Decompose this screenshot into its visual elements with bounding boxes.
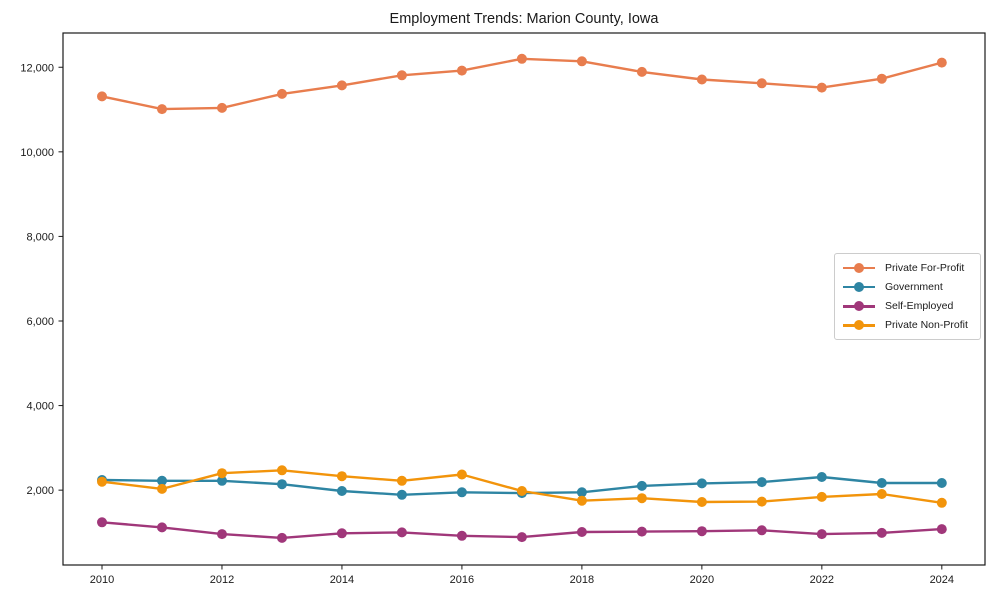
data-point-marker: [816, 491, 827, 502]
data-point-marker: [157, 522, 167, 533]
data-point-marker: [217, 468, 227, 479]
data-point-marker: [217, 475, 227, 486]
legend-entry-private-for-profit: Private For-Profit: [843, 258, 974, 277]
chart-title: Employment Trends: Marion County, Iowa: [389, 11, 659, 27]
data-point-marker: [157, 483, 167, 494]
legend-entry-government: Government: [843, 277, 974, 296]
y-tick-label: 2,000: [26, 485, 54, 497]
x-tick-label: 2020: [690, 574, 714, 586]
x-tick-label: 2012: [210, 574, 234, 586]
legend-marker-icon: [843, 301, 875, 312]
data-point-marker: [576, 56, 587, 67]
data-point-marker: [277, 479, 287, 490]
data-point-marker: [696, 497, 707, 507]
data-point-marker: [396, 489, 407, 500]
data-point-marker: [936, 524, 947, 535]
data-point-marker: [876, 527, 887, 538]
x-tick-label: 2010: [90, 574, 114, 586]
data-point-marker: [97, 91, 107, 102]
data-point-marker: [756, 477, 767, 488]
legend-label: Government: [885, 280, 943, 293]
data-point-marker: [396, 475, 407, 486]
data-point-marker: [636, 493, 647, 504]
data-point-marker: [936, 497, 947, 508]
data-point-marker: [277, 88, 287, 99]
x-tick-label: 2022: [810, 574, 834, 586]
data-point-marker: [217, 529, 227, 540]
data-point-marker: [936, 57, 947, 68]
legend-marker-icon: [843, 262, 875, 273]
data-point-marker: [456, 65, 467, 76]
legend-marker-icon: [843, 281, 875, 292]
data-point-marker: [336, 528, 347, 539]
data-point-marker: [756, 496, 767, 507]
x-tick-label: 2024: [930, 574, 954, 586]
x-tick-label: 2014: [330, 574, 354, 586]
data-point-marker: [816, 82, 827, 93]
legend-entry-self-employed: Self-Employed: [843, 297, 974, 316]
legend-entry-private-non-profit: Private Non-Profit: [843, 316, 974, 335]
data-point-marker: [756, 78, 767, 89]
data-point-marker: [636, 526, 647, 537]
data-point-marker: [516, 53, 527, 64]
legend-box: Private For-Profit Government Self-Emplo…: [834, 253, 981, 340]
y-tick-label: 12,000: [20, 62, 54, 74]
data-point-marker: [696, 526, 707, 537]
data-point-marker: [217, 102, 227, 113]
data-point-marker: [936, 478, 947, 488]
plot-border: [62, 32, 986, 566]
legend-label: Self-Employed: [885, 300, 954, 313]
data-point-marker: [157, 104, 167, 115]
data-point-marker: [336, 486, 347, 496]
y-tick-label: 6,000: [26, 316, 54, 328]
data-point-marker: [277, 465, 287, 476]
data-point-marker: [97, 476, 107, 487]
data-point-marker: [816, 529, 827, 540]
data-point-marker: [456, 530, 467, 541]
data-point-marker: [97, 517, 107, 528]
data-point-marker: [876, 478, 887, 488]
data-point-marker: [576, 487, 587, 498]
y-tick-label: 4,000: [26, 401, 54, 413]
y-tick-label: 8,000: [26, 231, 54, 243]
data-point-marker: [636, 66, 647, 77]
data-point-marker: [516, 486, 527, 496]
data-point-marker: [516, 532, 527, 543]
legend-label: Private For-Profit: [885, 261, 965, 274]
data-point-marker: [876, 489, 887, 499]
series-line-private-for-profit: [101, 57, 943, 111]
data-point-marker: [456, 487, 467, 498]
x-tick-label: 2016: [450, 574, 474, 586]
data-point-marker: [396, 527, 407, 538]
data-point-marker: [876, 73, 887, 84]
data-point-marker: [696, 74, 707, 85]
data-point-marker: [576, 527, 587, 537]
data-point-marker: [696, 478, 707, 489]
data-point-marker: [277, 532, 287, 543]
data-point-marker: [336, 80, 347, 91]
data-point-marker: [157, 475, 167, 486]
legend-label: Private Non-Profit: [885, 319, 968, 332]
data-point-marker: [636, 480, 647, 491]
legend-marker-icon: [843, 320, 875, 331]
data-point-marker: [456, 469, 467, 480]
data-point-marker: [816, 472, 827, 482]
x-tick-label: 2018: [570, 574, 594, 586]
data-point-marker: [336, 471, 347, 482]
data-point-marker: [756, 525, 767, 536]
data-point-marker: [396, 70, 407, 81]
y-tick-label: 10,000: [20, 147, 54, 159]
data-point-marker: [576, 495, 587, 506]
